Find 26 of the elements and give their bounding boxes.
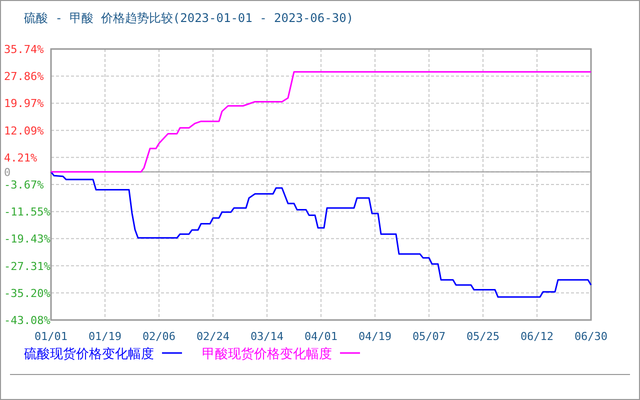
x-tick-label: 04/01 (304, 330, 338, 343)
x-tick-label: 01/19 (88, 330, 122, 343)
x-tick-label: 02/24 (196, 330, 230, 343)
y-tick-label: 27.86% (4, 70, 44, 84)
y-tick-label: -35.20% (4, 286, 51, 300)
y-tick-label: 4.21% (4, 151, 38, 164)
x-tick-label: 05/07 (412, 330, 446, 343)
y-tick-label: -11.55% (4, 206, 51, 219)
x-tick-label: 05/25 (466, 330, 500, 343)
x-tick-label: 01/01 (34, 330, 68, 343)
y-tick-label: -43.08% (4, 314, 51, 327)
y-tick-label: 19.97% (4, 97, 44, 110)
y-tick-label: 0 (4, 166, 11, 179)
y-tick-label: 35.74% (4, 43, 44, 56)
y-tick-label: -19.43% (4, 232, 51, 246)
legend-label: 甲酸现货价格变化幅度 (202, 346, 332, 362)
x-tick-label: 03/14 (250, 330, 284, 343)
legend-label: 硫酸现货价格变化幅度 (24, 346, 154, 362)
x-tick-label: 04/19 (358, 330, 392, 343)
x-tick-label: 06/30 (574, 330, 608, 343)
x-tick-label: 02/06 (142, 330, 176, 343)
chart-title: 硫酸 - 甲酸 价格趋势比较(2023-01-01 - 2023-06-30) (24, 11, 354, 25)
y-tick-label: -27.31% (4, 260, 51, 273)
x-tick-label: 06/12 (520, 330, 554, 343)
y-tick-label: -3.67% (4, 178, 44, 192)
y-tick-label: 12.09% (4, 124, 44, 138)
